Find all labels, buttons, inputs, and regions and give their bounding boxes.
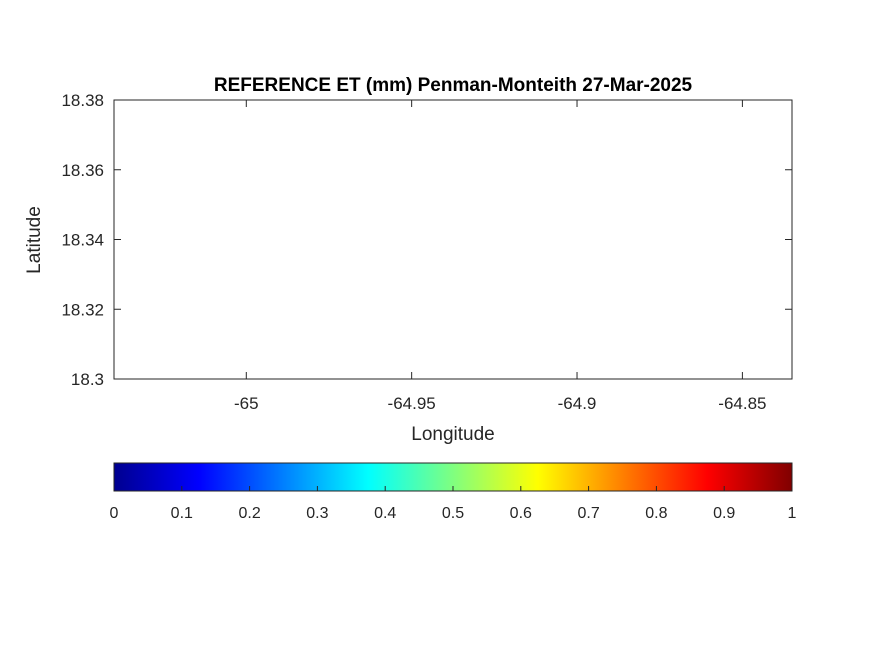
x-axis-label: Longitude xyxy=(411,424,494,445)
plot-area xyxy=(113,99,793,380)
colorbar-ticks: 0 0.1 0.2 0.3 0.4 0.5 0.6 0.7 0.8 0.9 1 xyxy=(110,486,797,522)
y-tick-label: 18.32 xyxy=(61,300,104,319)
colorbar-tick-label: 0.9 xyxy=(713,505,735,522)
colorbar-tick-label: 0.1 xyxy=(171,505,193,522)
colorbar-tick-label: 0.6 xyxy=(510,505,532,522)
colorbar-tick-label: 0.2 xyxy=(238,505,260,522)
colorbar-tick-label: 0.5 xyxy=(442,505,464,522)
colorbar-tick-label: 0.4 xyxy=(374,505,396,522)
colorbar-tick-label: 0.7 xyxy=(577,505,599,522)
x-axis: -65 -64.95 -64.9 -64.85 xyxy=(234,100,766,413)
y-axis: 18.3 18.32 18.34 18.36 18.38 xyxy=(61,91,792,389)
y-axis-label: Latitude xyxy=(24,206,45,274)
chart-title: REFERENCE ET (mm) Penman-Monteith 27-Mar… xyxy=(214,75,693,96)
y-tick-label: 18.34 xyxy=(61,231,104,250)
colorbar-tick-label: 0.3 xyxy=(306,505,328,522)
colorbar-tick-label: 0.8 xyxy=(645,505,667,522)
y-tick-label: 18.36 xyxy=(61,161,104,180)
x-tick-label: -64.95 xyxy=(388,394,436,413)
x-tick-label: -64.9 xyxy=(558,394,597,413)
x-tick-label: -65 xyxy=(234,394,259,413)
x-tick-label: -64.85 xyxy=(718,394,766,413)
colorbar-tick-label: 0 xyxy=(110,505,119,522)
y-tick-label: 18.38 xyxy=(61,91,104,110)
y-tick-label: 18.3 xyxy=(71,370,104,389)
colorbar-tick-label: 1 xyxy=(788,505,797,522)
